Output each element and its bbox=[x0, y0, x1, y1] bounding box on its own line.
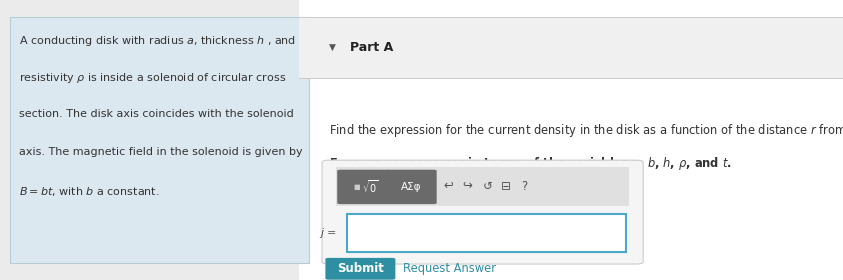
Text: axis. The magnetic field in the solenoid is given by: axis. The magnetic field in the solenoid… bbox=[19, 147, 302, 157]
Text: Request Answer: Request Answer bbox=[403, 262, 496, 275]
Text: AΣφ: AΣφ bbox=[401, 182, 422, 192]
Text: ↩: ↩ bbox=[443, 180, 454, 193]
Bar bbox=[299, 0, 843, 280]
Text: ▼: ▼ bbox=[329, 43, 336, 52]
Text: A conducting disk with radius $a$, thickness $h$ , and: A conducting disk with radius $a$, thick… bbox=[19, 34, 296, 48]
Text: ■: ■ bbox=[354, 184, 360, 190]
FancyBboxPatch shape bbox=[337, 170, 390, 204]
Bar bbox=[347, 214, 626, 252]
Text: Express your answer in terms of the variables $a$, $b$, $h$, $\rho$, and $t$.: Express your answer in terms of the vari… bbox=[329, 155, 732, 172]
Text: $\sqrt{0}$: $\sqrt{0}$ bbox=[362, 179, 379, 195]
FancyBboxPatch shape bbox=[322, 160, 643, 264]
Text: $j$ =: $j$ = bbox=[319, 226, 337, 240]
Text: $B = bt$, with $b$ a constant.: $B = bt$, with $b$ a constant. bbox=[19, 185, 159, 198]
Text: resistivity $\rho$ is inside a solenoid of circular cross: resistivity $\rho$ is inside a solenoid … bbox=[19, 71, 286, 85]
Text: Part A: Part A bbox=[350, 41, 393, 53]
Text: ↺: ↺ bbox=[482, 180, 492, 193]
FancyBboxPatch shape bbox=[10, 17, 309, 263]
Text: ⊟: ⊟ bbox=[501, 180, 511, 193]
Text: ?: ? bbox=[521, 180, 528, 193]
Text: ↪: ↪ bbox=[462, 180, 472, 193]
Text: section. The disk axis coincides with the solenoid: section. The disk axis coincides with th… bbox=[19, 109, 293, 119]
Text: Submit: Submit bbox=[337, 262, 384, 275]
FancyBboxPatch shape bbox=[325, 258, 395, 280]
Text: Find the expression for the current density in the disk as a function of the dis: Find the expression for the current dens… bbox=[329, 122, 843, 139]
FancyBboxPatch shape bbox=[386, 170, 437, 204]
Bar bbox=[299, 17, 843, 78]
Bar bbox=[336, 167, 629, 206]
